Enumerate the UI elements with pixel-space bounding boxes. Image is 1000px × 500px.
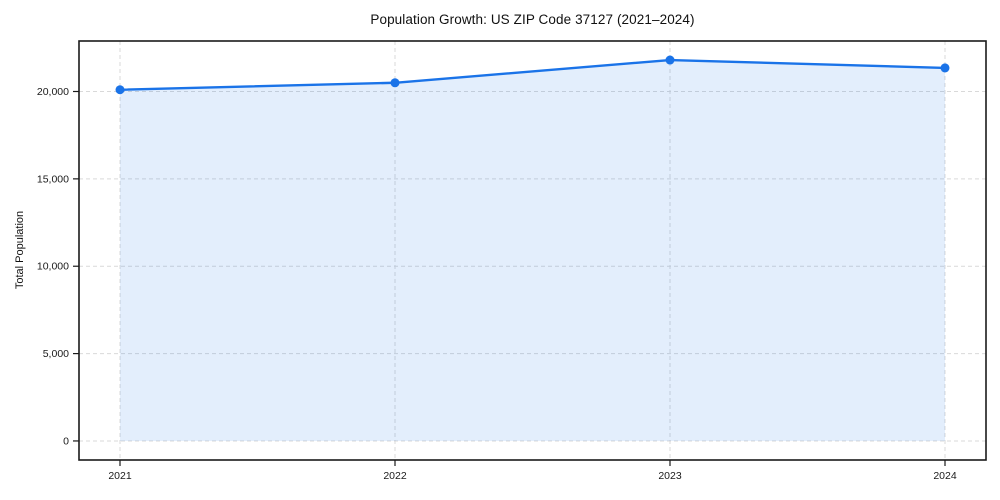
data-point-2024 bbox=[940, 63, 950, 73]
trend-line bbox=[118, 58, 947, 91]
x-tick-label: 2021 bbox=[108, 470, 132, 482]
area-fill bbox=[120, 60, 945, 441]
y-tick-label: 15,000 bbox=[37, 173, 69, 185]
y-tick-label: 20,000 bbox=[37, 86, 69, 98]
x-tick-label: 2022 bbox=[383, 470, 407, 482]
plot-border bbox=[78, 40, 987, 461]
data-point-2023 bbox=[665, 55, 675, 65]
y-tick-label: 5,000 bbox=[43, 348, 69, 360]
x-tick-label: 2024 bbox=[933, 470, 957, 482]
data-point-2022 bbox=[390, 78, 400, 88]
y-tick-label: 0 bbox=[63, 435, 69, 447]
data-point-2021 bbox=[115, 85, 125, 95]
y-tick-label: 10,000 bbox=[37, 261, 69, 273]
chart-title: Population Growth: US ZIP Code 37127 (20… bbox=[370, 12, 695, 27]
x-tick-label: 2023 bbox=[658, 470, 682, 482]
